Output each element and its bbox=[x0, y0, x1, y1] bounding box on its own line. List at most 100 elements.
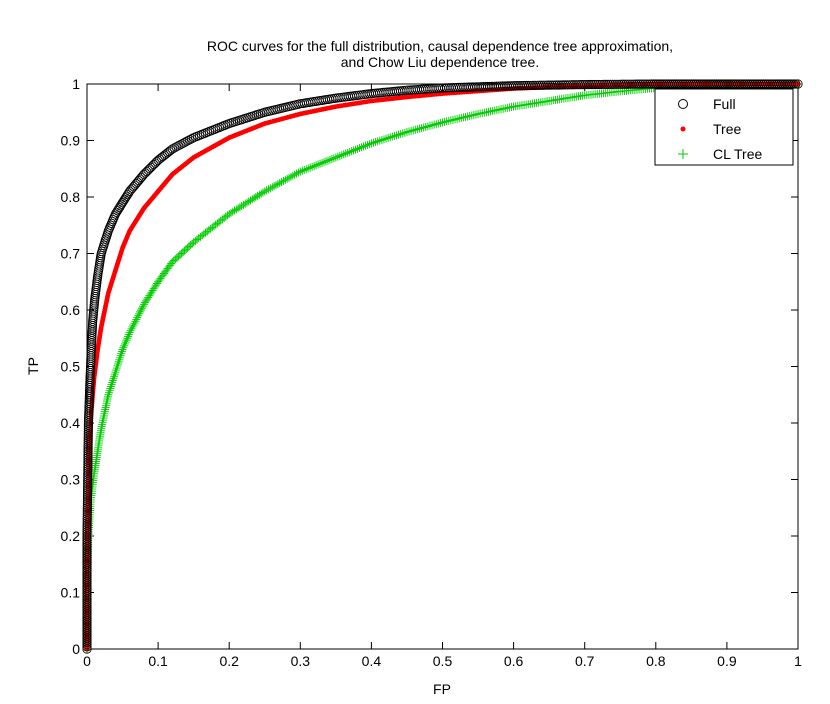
data-point bbox=[139, 300, 148, 309]
data-point bbox=[106, 384, 115, 393]
x-tick-label: 0.9 bbox=[717, 653, 737, 669]
data-point bbox=[145, 291, 154, 300]
data-point bbox=[331, 153, 340, 162]
x-tick-label: 0.5 bbox=[433, 653, 453, 669]
data-point bbox=[123, 189, 133, 200]
data-point bbox=[119, 343, 128, 352]
chart-title-line-1: ROC curves for the full distribution, ca… bbox=[206, 38, 674, 54]
data-point bbox=[153, 155, 163, 165]
data-point bbox=[428, 121, 437, 130]
data-point bbox=[791, 79, 801, 89]
data-point bbox=[353, 144, 362, 153]
data-point bbox=[193, 131, 203, 141]
data-point bbox=[398, 129, 407, 138]
data-point bbox=[386, 133, 395, 142]
data-point bbox=[212, 123, 222, 133]
data-point bbox=[115, 355, 124, 364]
data-point bbox=[409, 126, 418, 135]
data-point bbox=[208, 125, 218, 135]
data-point bbox=[266, 184, 275, 193]
data-point bbox=[130, 319, 139, 328]
y-axis-label: TP bbox=[25, 357, 41, 375]
data-point bbox=[446, 116, 455, 125]
data-point bbox=[382, 134, 391, 143]
data-point bbox=[434, 119, 443, 128]
x-tick-label: 0 bbox=[83, 653, 91, 669]
legend-cltree-marker bbox=[678, 149, 688, 159]
data-point bbox=[339, 150, 348, 159]
data-point bbox=[469, 110, 478, 119]
data-point bbox=[131, 317, 140, 326]
y-tick-label: 0.9 bbox=[61, 133, 81, 149]
data-point bbox=[444, 116, 453, 125]
data-point bbox=[390, 132, 399, 141]
data-point bbox=[116, 351, 125, 360]
data-point bbox=[196, 129, 207, 140]
x-tick-label: 0.4 bbox=[362, 653, 382, 669]
data-point bbox=[377, 136, 386, 145]
legend-cltree-label: CL Tree bbox=[713, 146, 762, 162]
data-point bbox=[355, 144, 364, 153]
data-point bbox=[314, 160, 323, 169]
data-point bbox=[138, 302, 147, 311]
data-point bbox=[384, 134, 393, 143]
data-point bbox=[198, 129, 209, 139]
data-point bbox=[191, 132, 201, 142]
data-point bbox=[471, 110, 480, 119]
y-tick-label: 0.6 bbox=[61, 302, 81, 318]
data-point bbox=[108, 378, 117, 387]
data-point bbox=[363, 140, 372, 149]
data-point bbox=[279, 176, 288, 185]
data-point bbox=[347, 147, 356, 156]
data-point bbox=[343, 148, 352, 157]
data-point bbox=[119, 194, 130, 205]
data-point bbox=[115, 201, 126, 211]
data-point bbox=[273, 180, 282, 189]
data-point bbox=[271, 181, 280, 190]
data-point bbox=[465, 111, 474, 120]
data-point bbox=[206, 126, 217, 136]
data-point bbox=[294, 168, 303, 177]
data-point bbox=[310, 162, 319, 171]
data-point bbox=[120, 341, 129, 350]
y-tick-label: 0.8 bbox=[61, 189, 81, 205]
data-point bbox=[306, 163, 315, 172]
data-point bbox=[114, 202, 125, 213]
data-point bbox=[144, 293, 153, 302]
data-point bbox=[417, 124, 426, 133]
data-point bbox=[296, 167, 305, 176]
legend-box bbox=[654, 88, 794, 166]
data-point bbox=[126, 326, 135, 335]
data-point bbox=[125, 328, 134, 337]
data-point bbox=[105, 386, 114, 395]
data-point bbox=[111, 207, 122, 217]
legend-full-label: Full bbox=[713, 96, 736, 112]
data-point bbox=[118, 345, 127, 354]
data-point bbox=[438, 118, 447, 127]
data-point bbox=[298, 166, 307, 175]
data-point bbox=[392, 131, 401, 140]
data-point bbox=[413, 125, 422, 134]
data-point bbox=[411, 125, 420, 134]
x-tick-label: 0.8 bbox=[646, 653, 666, 669]
data-point bbox=[222, 119, 232, 129]
data-point bbox=[292, 169, 301, 178]
data-point bbox=[113, 361, 122, 370]
data-point bbox=[463, 112, 472, 121]
data-point bbox=[316, 159, 325, 168]
data-point bbox=[419, 123, 428, 132]
data-point bbox=[375, 136, 384, 145]
y-tick-label: 0.1 bbox=[61, 585, 81, 601]
data-point bbox=[164, 146, 174, 157]
data-point bbox=[275, 179, 284, 188]
data-point bbox=[268, 183, 277, 192]
data-point bbox=[270, 182, 279, 191]
data-point bbox=[116, 199, 127, 209]
data-point bbox=[308, 162, 317, 171]
data-point bbox=[143, 295, 152, 304]
data-point bbox=[281, 175, 290, 184]
data-point bbox=[107, 380, 116, 389]
data-point bbox=[104, 390, 113, 399]
data-point bbox=[440, 117, 449, 126]
